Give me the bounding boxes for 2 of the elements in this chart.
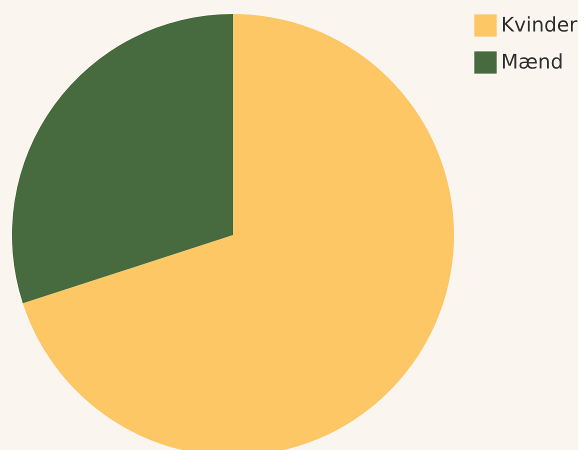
legend-label: Kvinder [501, 12, 578, 36]
legend-label: Mænd [501, 50, 564, 74]
